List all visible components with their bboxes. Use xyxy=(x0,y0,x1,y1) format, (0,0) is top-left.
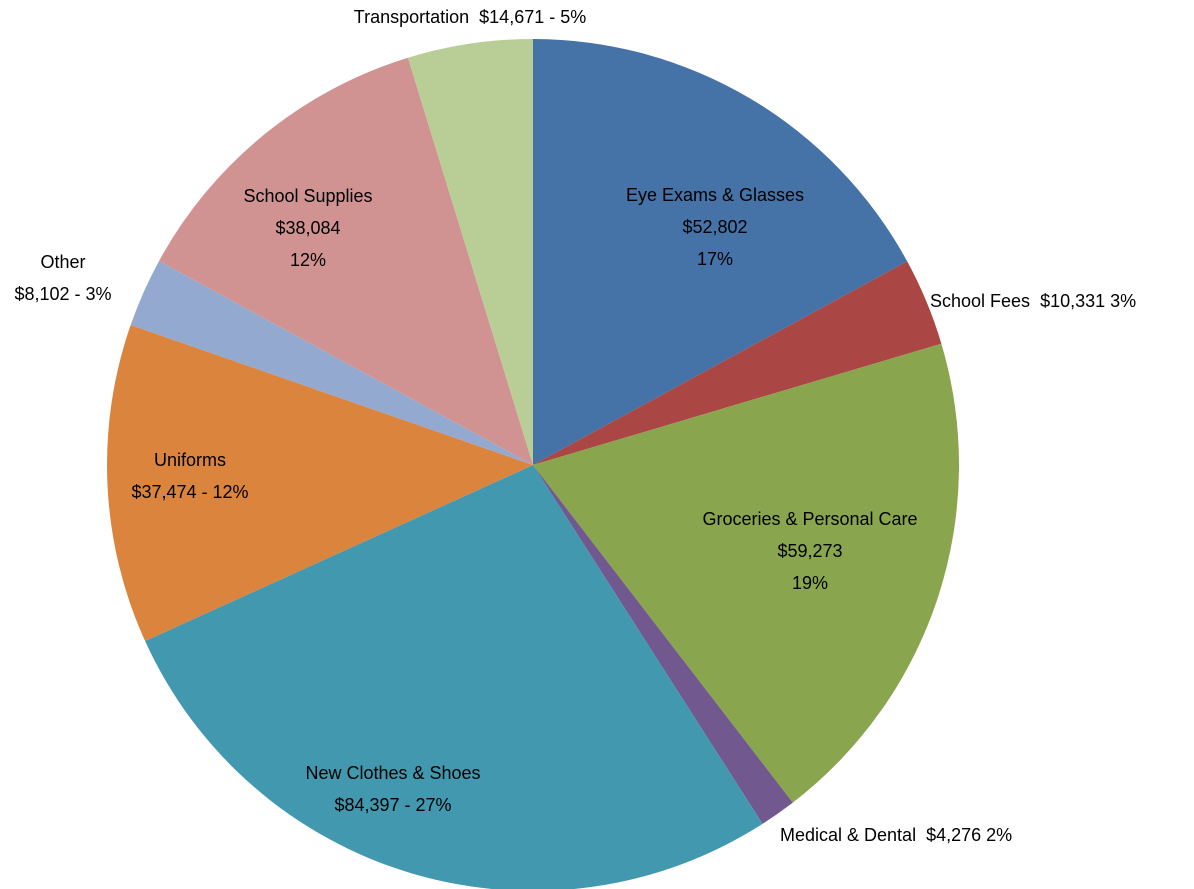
slice-label-part: $38,084 xyxy=(275,218,340,238)
slice-label: $38,084 xyxy=(275,218,340,238)
slice-label-part: $8,102 - 3% xyxy=(14,284,111,304)
slice-label-part: $37,474 - 12% xyxy=(131,482,248,502)
slice-label-part: Other xyxy=(40,252,85,272)
slice-label: 12% xyxy=(290,250,326,270)
pie-slice xyxy=(533,465,793,824)
pie-slice xyxy=(533,261,942,465)
slice-label-part: New Clothes & Shoes xyxy=(305,763,480,783)
slice-label-part: $52,802 xyxy=(682,217,747,237)
slice-label-part: $59,273 xyxy=(777,541,842,561)
slice-label: 17% xyxy=(697,249,733,269)
slice-label-part: $10,331 3% xyxy=(1040,291,1136,311)
slice-label: New Clothes & Shoes xyxy=(305,763,480,783)
slice-label: $59,273 xyxy=(777,541,842,561)
slice-label-part: Uniforms xyxy=(154,450,226,470)
slice-label: $52,802 xyxy=(682,217,747,237)
slice-label-part: $4,276 2% xyxy=(926,825,1012,845)
pie-slice xyxy=(145,465,763,889)
slice-label: Medical & Dental $4,276 2% xyxy=(780,825,1012,845)
slice-label-part: School Supplies xyxy=(243,186,372,206)
slice-label: Transportation $14,671 - 5% xyxy=(354,7,586,27)
pie-slice xyxy=(107,324,534,642)
slice-label-part: Eye Exams & Glasses xyxy=(626,185,804,205)
slice-label-part: School Fees xyxy=(930,291,1030,311)
pie-slice xyxy=(533,39,908,465)
slice-label: Uniforms xyxy=(154,450,226,470)
slice-label-part: $84,397 - 27% xyxy=(334,795,451,815)
slice-label: $8,102 - 3% xyxy=(14,284,111,304)
slice-label-part: 19% xyxy=(792,573,828,593)
slice-label: $37,474 - 12% xyxy=(131,482,248,502)
slice-label-part: $14,671 - 5% xyxy=(479,7,586,27)
slice-label: Groceries & Personal Care xyxy=(702,509,917,529)
slice-label-part: 12% xyxy=(290,250,326,270)
pie-slice xyxy=(407,39,533,465)
slice-label: Eye Exams & Glasses xyxy=(626,185,804,205)
pie-slice xyxy=(533,343,960,803)
pie-slice xyxy=(130,260,533,465)
slice-label: 19% xyxy=(792,573,828,593)
slice-label: School Supplies xyxy=(243,186,372,206)
slice-label-part: Medical & Dental xyxy=(780,825,916,845)
slice-label: $84,397 - 27% xyxy=(334,795,451,815)
slice-label: School Fees $10,331 3% xyxy=(930,291,1136,311)
slice-label-part: Transportation xyxy=(354,7,469,27)
pie-slice xyxy=(159,57,534,465)
slice-label-part: Groceries & Personal Care xyxy=(702,509,917,529)
slice-label-part: 17% xyxy=(697,249,733,269)
slice-label: Other xyxy=(40,252,85,272)
